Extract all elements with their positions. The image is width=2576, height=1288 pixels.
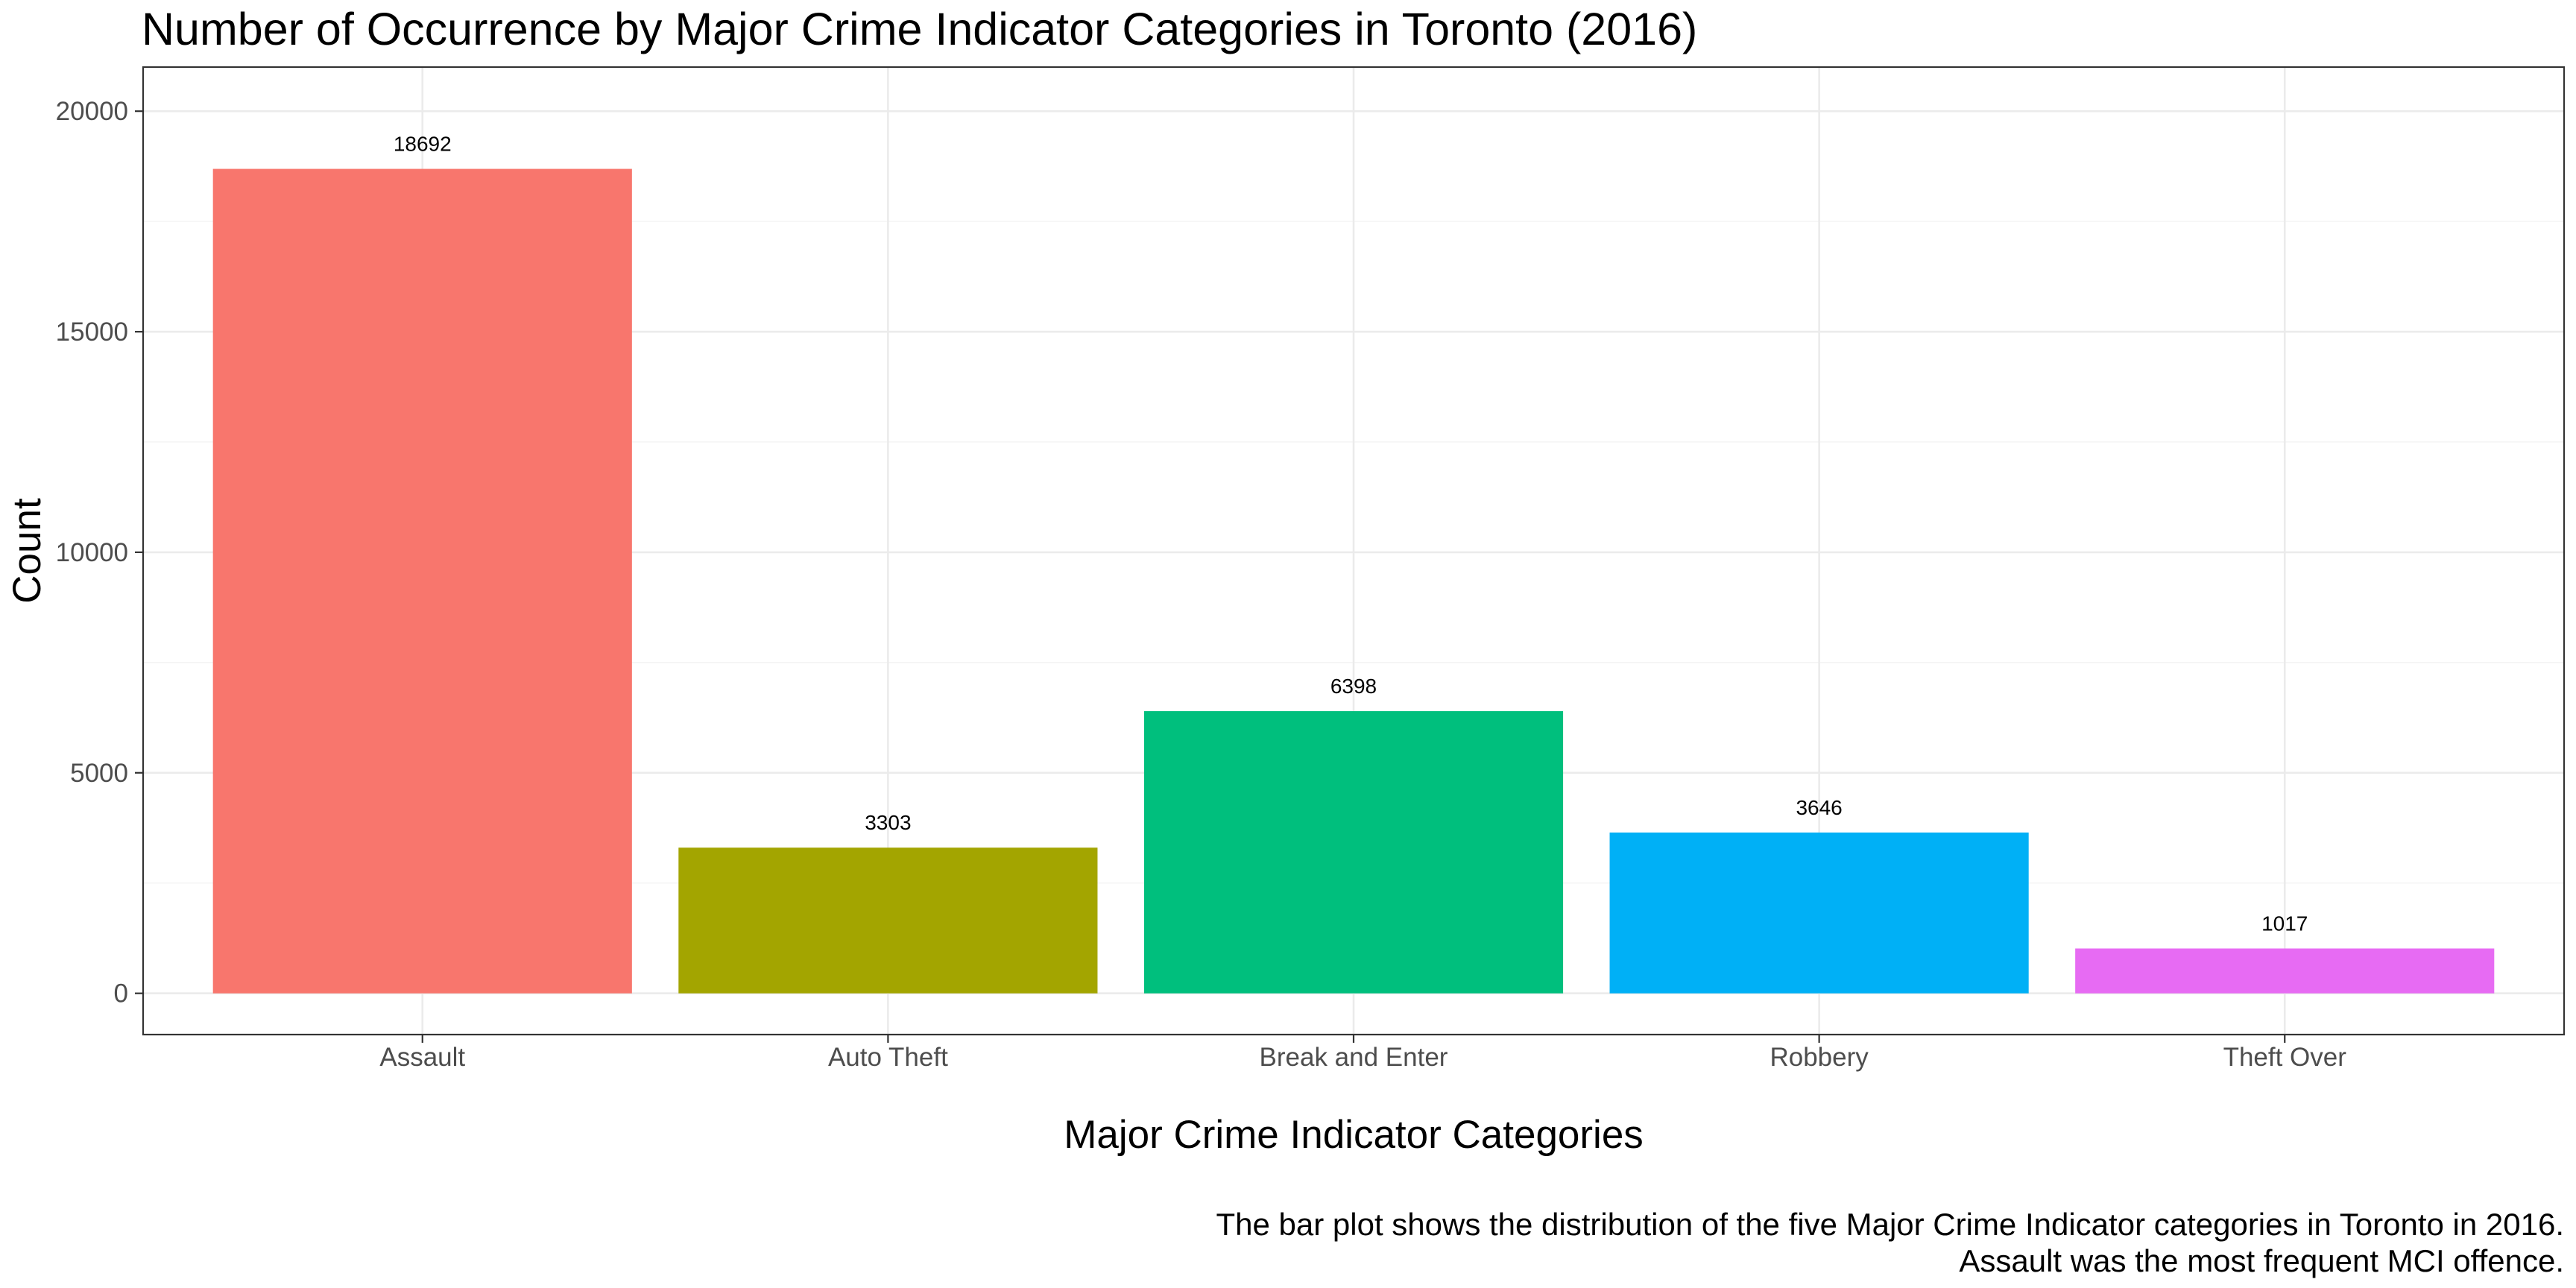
bar-break-and-enter [1143,711,1564,994]
x-tick-label: Theft Over [2223,1043,2347,1072]
x-tick-label: Assault [379,1043,465,1072]
caption-line-1: The bar plot shows the distribution of t… [1216,1207,2564,1242]
y-axis-title: Count [5,498,49,604]
caption-line-2: Assault was the most frequent MCI offenc… [1959,1243,2564,1278]
y-tick-label: 5000 [70,759,128,788]
data-labels: 18692 3303 6398 3646 1017 [394,133,2308,935]
y-axis: 0 5000 10000 15000 20000 [56,97,143,1008]
data-label: 3303 [865,811,911,834]
x-tick-label: Robbery [1770,1043,1869,1072]
x-axis: Assault Auto Theft Break and Enter Robbery T… [379,1035,2346,1072]
x-tick-label: Break and Enter [1260,1043,1448,1072]
y-tick-label: 0 [114,979,128,1008]
bars [212,168,2495,994]
data-label: 6398 [1330,675,1377,698]
data-label: 1017 [2261,912,2308,935]
y-tick-label: 15000 [56,318,128,347]
data-label: 18692 [394,133,452,156]
y-tick-label: 10000 [56,538,128,567]
chart-title: Number of Occurrence by Major Crime Indi… [142,4,1697,54]
bar-theft-over [2075,948,2495,994]
bar-assault [212,168,632,994]
data-label: 3646 [1796,796,1842,819]
x-tick-label: Auto Theft [828,1043,948,1072]
x-axis-title: Major Crime Indicator Categories [1064,1113,1644,1157]
y-tick-label: 20000 [56,97,128,126]
bar-robbery [1609,832,2029,994]
bar-auto-theft [678,847,1098,994]
